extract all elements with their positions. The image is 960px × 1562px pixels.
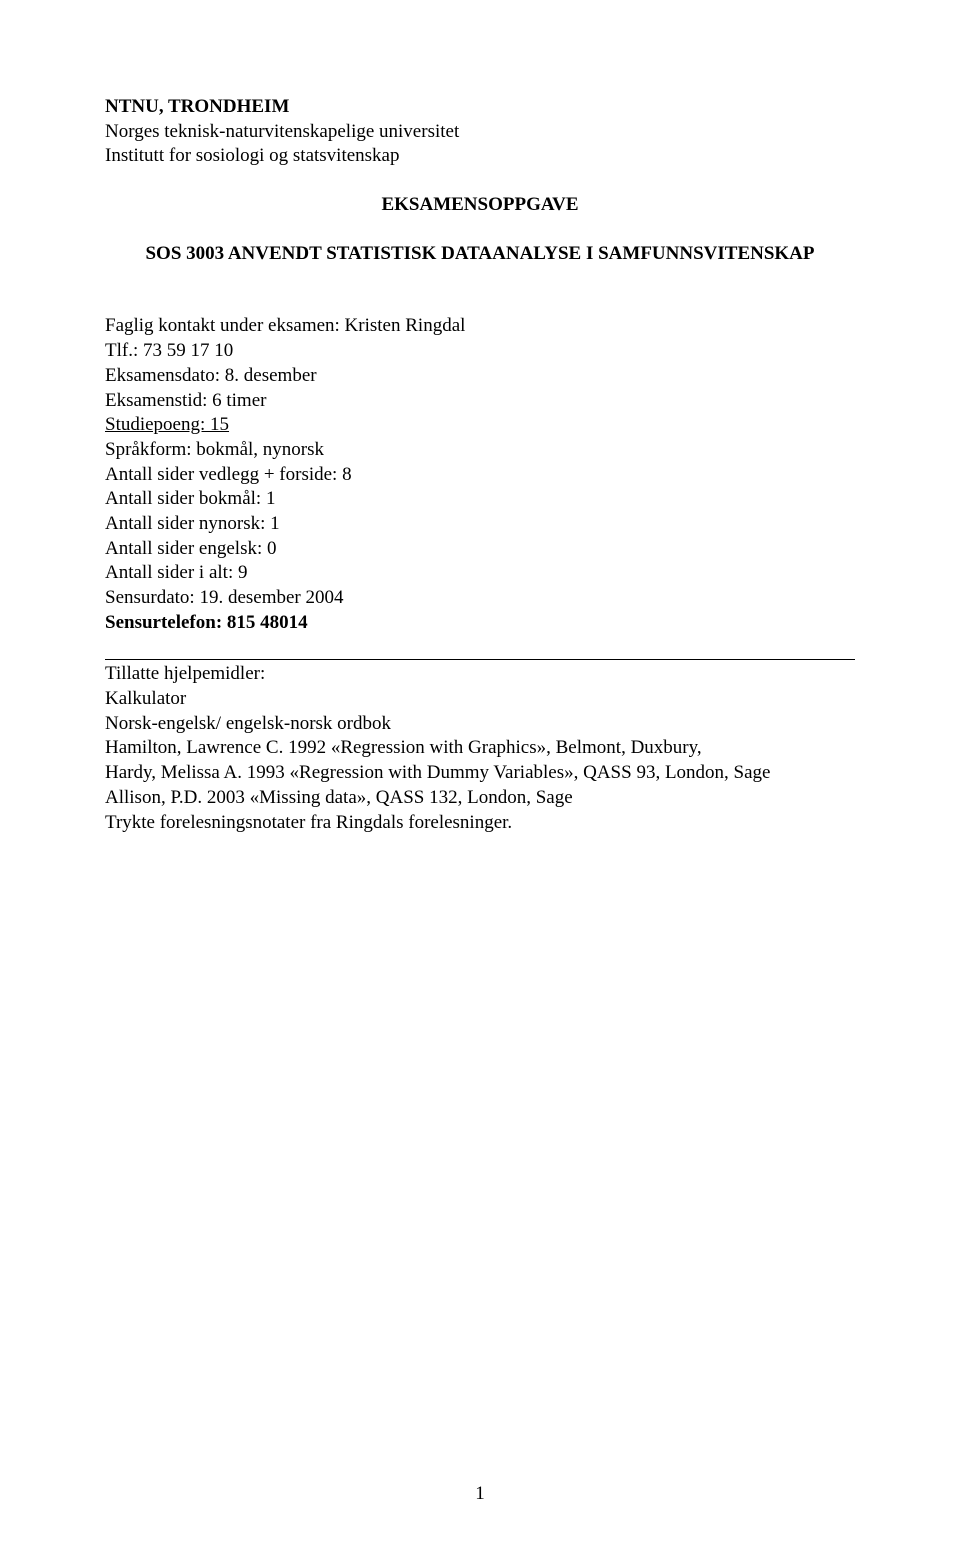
pages-attachment: Antall sider vedlegg + forside: 8: [105, 463, 855, 488]
permitted-aids-block: Tillatte hjelpemidler: Kalkulator Norsk-…: [105, 662, 855, 835]
exam-time: Eksamenstid: 6 timer: [105, 389, 855, 414]
aids-dictionary: Norsk-engelsk/ engelsk-norsk ordbok: [105, 712, 855, 737]
language-form: Språkform: bokmål, nynorsk: [105, 438, 855, 463]
grade-date: Sensurdato: 19. desember 2004: [105, 586, 855, 611]
exam-date: Eksamensdato: 8. desember: [105, 364, 855, 389]
subtitle-block: SOS 3003 ANVENDT STATISTISK DATAANALYSE …: [105, 242, 855, 267]
credits: Studiepoeng: 15: [105, 413, 855, 438]
exam-details-block: Faglig kontakt under eksamen: Kristen Ri…: [105, 314, 855, 635]
grade-phone: Sensurtelefon: 815 48014: [105, 611, 855, 636]
department-name: Institutt for sosiologi og statsvitenska…: [105, 144, 855, 169]
aids-book-1: Hamilton, Lawrence C. 1992 «Regression w…: [105, 736, 855, 761]
institution-subtitle: Norges teknisk-naturvitenskapelige unive…: [105, 120, 855, 145]
course-title: SOS 3003 ANVENDT STATISTISK DATAANALYSE …: [145, 243, 814, 264]
institution-name: NTNU, TRONDHEIM: [105, 95, 855, 120]
aids-heading: Tillatte hjelpemidler:: [105, 662, 855, 687]
page-number: 1: [105, 1482, 855, 1507]
document-title: EKSAMENSOPPGAVE: [381, 194, 578, 215]
pages-nynorsk: Antall sider nynorsk: 1: [105, 512, 855, 537]
pages-bokmal: Antall sider bokmål: 1: [105, 487, 855, 512]
pages-total: Antall sider i alt: 9: [105, 561, 855, 586]
aids-calculator: Kalkulator: [105, 687, 855, 712]
section-divider: [105, 659, 855, 660]
aids-book-3: Allison, P.D. 2003 «Missing data», QASS …: [105, 786, 855, 811]
pages-english: Antall sider engelsk: 0: [105, 537, 855, 562]
aids-book-2: Hardy, Melissa A. 1993 «Regression with …: [105, 761, 855, 786]
contact-person: Faglig kontakt under eksamen: Kristen Ri…: [105, 314, 855, 339]
title-block: EKSAMENSOPPGAVE: [105, 193, 855, 218]
phone-number: Tlf.: 73 59 17 10: [105, 339, 855, 364]
aids-notes: Trykte forelesningsnotater fra Ringdals …: [105, 811, 855, 836]
header-block: NTNU, TRONDHEIM Norges teknisk-naturvite…: [105, 95, 855, 169]
